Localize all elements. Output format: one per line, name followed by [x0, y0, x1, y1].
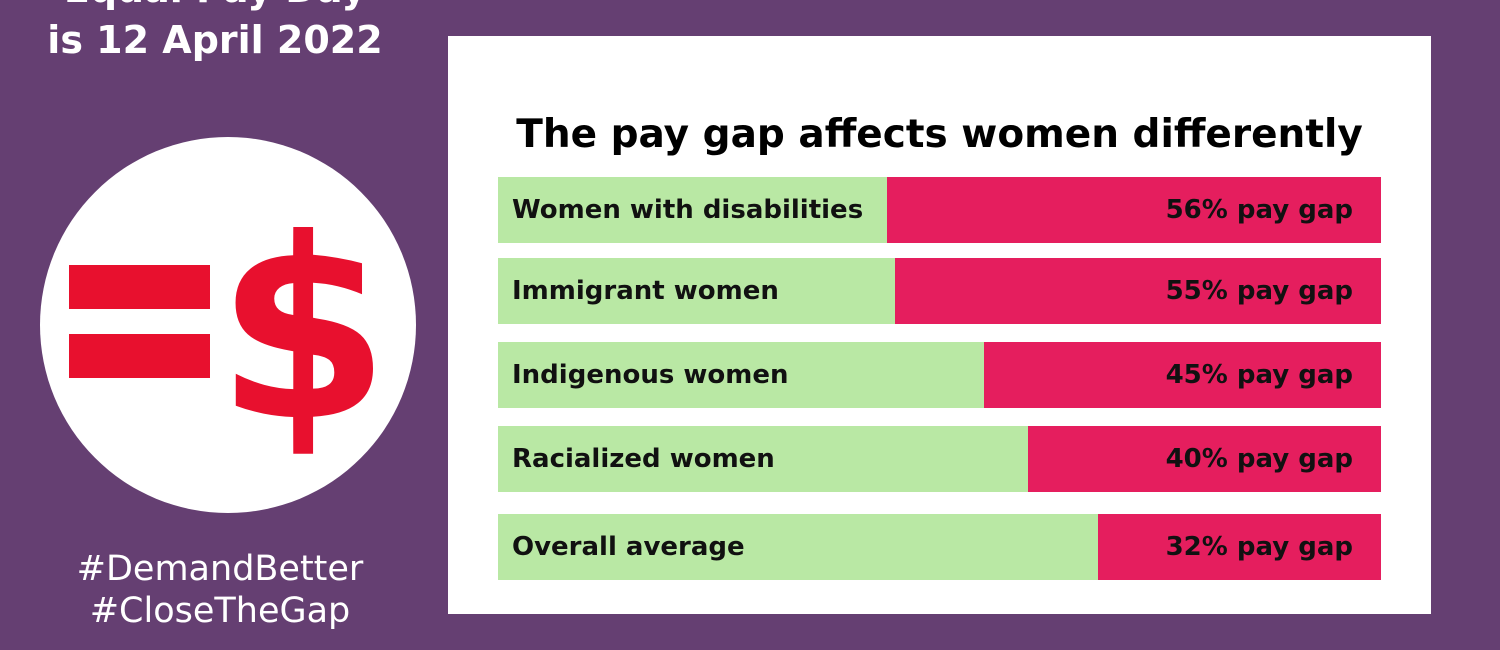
bar-row: Women with disabilities 56% pay gap [498, 177, 1381, 243]
hashtag-close-the-gap: #CloseTheGap [89, 591, 351, 631]
bar-category-label: Overall average [512, 532, 745, 562]
bar-category-label: Women with disabilities [512, 195, 864, 225]
headline-line-1: Equal Pay Day [0, 0, 430, 11]
equals-dollar-icon: $ [69, 185, 390, 476]
bar-remaining [498, 426, 1028, 492]
chart-title: The pay gap affects women differently [516, 112, 1363, 157]
bar-row: Indigenous women 45% pay gap [498, 342, 1381, 408]
bar-value-label: 55% pay gap [1165, 276, 1353, 306]
bar-pay-gap [984, 342, 1381, 408]
bar-value-label: 56% pay gap [1165, 195, 1353, 225]
bar-row: Overall average 32% pay gap [498, 514, 1381, 580]
logo: $ [40, 137, 416, 513]
headline-line-2: is 12 April 2022 [47, 18, 383, 62]
bar-remaining [498, 258, 895, 324]
bar-remaining [498, 342, 984, 408]
equals-bar-top [69, 265, 210, 309]
bar-remaining [498, 514, 1098, 580]
bar-pay-gap [895, 258, 1381, 324]
bar-pay-gap [887, 177, 1381, 243]
hashtag-demand-better: #DemandBetter [76, 549, 364, 589]
bar-value-label: 32% pay gap [1165, 532, 1353, 562]
bar-row: Racialized women 40% pay gap [498, 426, 1381, 492]
bar-value-label: 45% pay gap [1165, 360, 1353, 390]
bar-category-label: Racialized women [512, 444, 775, 474]
bar-pay-gap [1028, 426, 1381, 492]
bar-row: Immigrant women 55% pay gap [498, 258, 1381, 324]
bar-category-label: Indigenous women [512, 360, 789, 390]
bar-pay-gap [1098, 514, 1381, 580]
headline: Equal Pay Day is 12 April 2022 [0, 0, 430, 70]
bar-remaining [498, 177, 887, 243]
hashtags: #DemandBetter #CloseTheGap [0, 548, 440, 632]
bar-category-label: Immigrant women [512, 276, 779, 306]
chart-card: The pay gap affects women differently Wo… [448, 36, 1431, 614]
equals-bar-bottom [69, 334, 210, 378]
dollar-sign: $ [216, 185, 390, 476]
bar-value-label: 40% pay gap [1165, 444, 1353, 474]
